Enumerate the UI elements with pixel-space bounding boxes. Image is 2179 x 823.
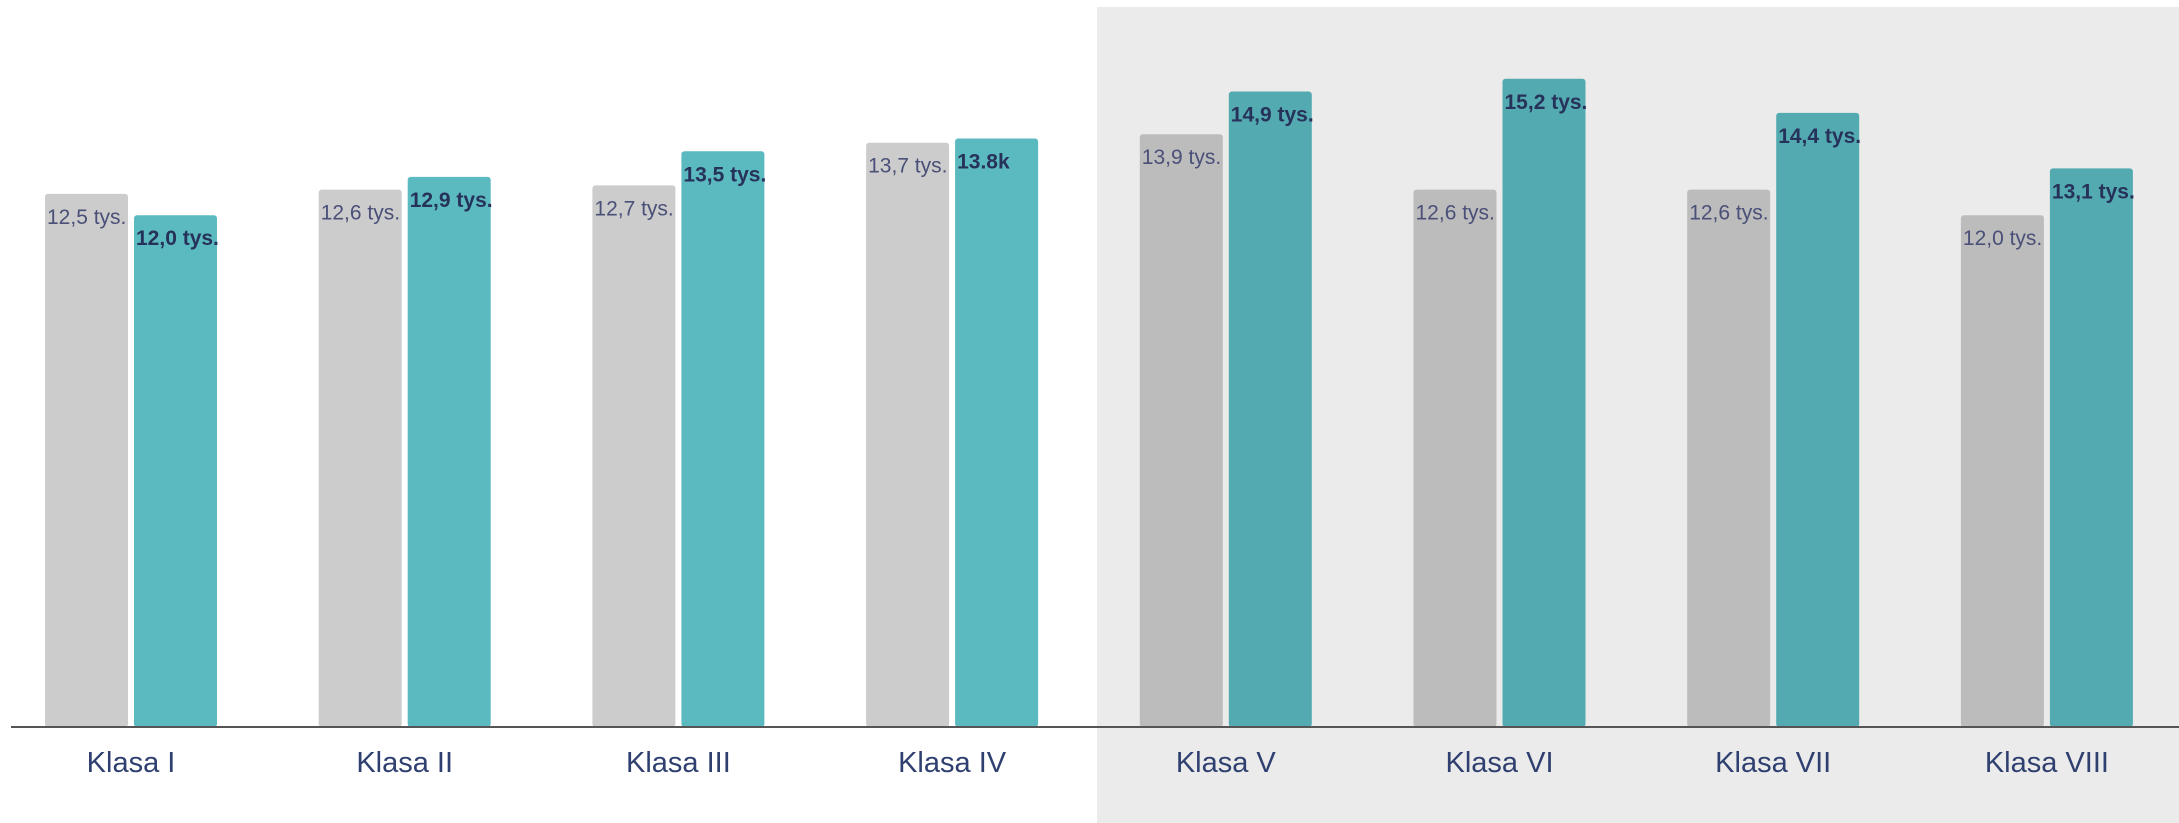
x-tick-label: Klasa II: [356, 747, 453, 779]
value-label: 12,6 tys.: [1689, 202, 1768, 225]
x-tick-label: Klasa V: [1176, 747, 1277, 779]
bar: [1139, 134, 1223, 728]
bar: [592, 185, 676, 728]
bar: [681, 151, 765, 727]
value-label: 12,0 tys.: [136, 227, 219, 250]
value-label: 13,1 tys.: [2052, 180, 2135, 203]
value-label: 14,9 tys.: [1231, 104, 1314, 127]
x-tick-label: Klasa VIII: [1985, 747, 2109, 779]
value-label: 15,2 tys.: [1505, 91, 1588, 114]
bar: [45, 193, 128, 728]
value-label: 13,9 tys.: [1142, 146, 1221, 169]
bar: [955, 138, 1039, 727]
bar: [1413, 189, 1497, 727]
bar: [1960, 215, 2044, 727]
x-tick-label: Klasa VI: [1446, 747, 1554, 779]
bar: [1687, 189, 1771, 727]
bar: [1228, 91, 1312, 727]
value-label: 12,0 tys.: [1963, 227, 2042, 250]
shaded-region: [1097, 7, 2179, 823]
value-label: 12,5 tys.: [47, 206, 126, 229]
x-tick-label: Klasa III: [626, 747, 731, 779]
value-label: 12,6 tys.: [1416, 202, 1495, 225]
x-tick-label: Klasa I: [87, 747, 176, 779]
bar: [1502, 78, 1586, 727]
value-label: 12,6 tys.: [321, 202, 400, 225]
bar: [1776, 112, 1860, 728]
value-label: 12,7 tys.: [594, 197, 673, 220]
value-label: 13,7 tys.: [868, 155, 947, 178]
value-label: 12,9 tys.: [410, 189, 493, 212]
value-label: 13.8k: [957, 150, 1010, 173]
bar: [2049, 168, 2133, 727]
value-label: 14,4 tys.: [1778, 125, 1861, 148]
bar: [134, 215, 217, 727]
bar: [866, 142, 950, 727]
x-tick-label: Klasa VII: [1715, 747, 1831, 779]
value-label: 13,5 tys.: [683, 163, 766, 186]
x-tick-label: Klasa IV: [898, 747, 1007, 779]
bar: [318, 189, 402, 727]
bar: [407, 176, 491, 728]
